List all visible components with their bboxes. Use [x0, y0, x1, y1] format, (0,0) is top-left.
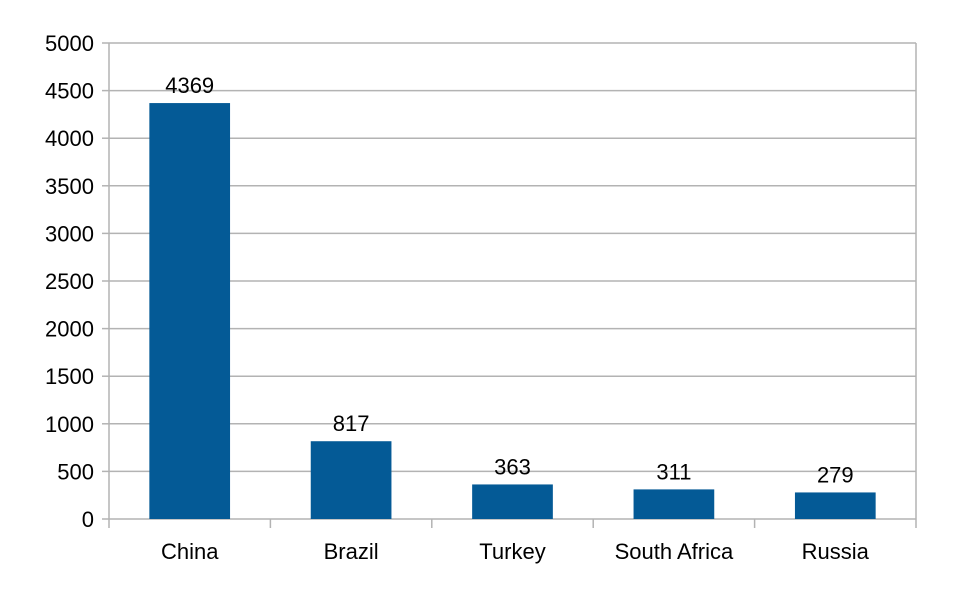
category-label: Turkey [479, 539, 545, 564]
bar-south-africa [633, 489, 715, 519]
y-tick-label: 3000 [45, 221, 94, 246]
bar-brazil [310, 441, 392, 519]
data-label: 311 [656, 459, 691, 484]
bar-russia [794, 492, 876, 519]
y-tick-label: 3500 [45, 174, 94, 199]
category-label: Russia [802, 539, 870, 564]
y-tick-label: 0 [82, 507, 94, 532]
data-label: 817 [333, 411, 370, 436]
y-tick-label: 2000 [45, 317, 94, 342]
y-tick-label: 1000 [45, 412, 94, 437]
category-label: China [161, 539, 219, 564]
y-tick-label: 1500 [45, 364, 94, 389]
grid-lines [109, 42, 916, 473]
bar-china [149, 103, 231, 519]
y-tick-label: 4000 [45, 126, 94, 151]
data-labels: 4369 817 363 311 279 [165, 73, 853, 487]
y-tick-label: 500 [57, 459, 94, 484]
y-tick-label: 2500 [45, 269, 94, 294]
category-label: South Africa [615, 539, 734, 564]
y-tick-label: 4500 [45, 79, 94, 104]
data-label: 279 [817, 462, 854, 487]
bar-turkey [472, 484, 553, 519]
y-tick-labels: 0 500 1000 1500 2000 2500 3000 3500 4000 4500 5000 [45, 31, 94, 532]
category-labels: China Brazil Turkey South Africa Russia [161, 539, 870, 564]
bars [149, 103, 876, 519]
category-label: Brazil [324, 539, 379, 564]
data-label: 4369 [165, 73, 214, 98]
data-label: 363 [494, 454, 531, 479]
y-tick-label: 5000 [45, 31, 94, 56]
